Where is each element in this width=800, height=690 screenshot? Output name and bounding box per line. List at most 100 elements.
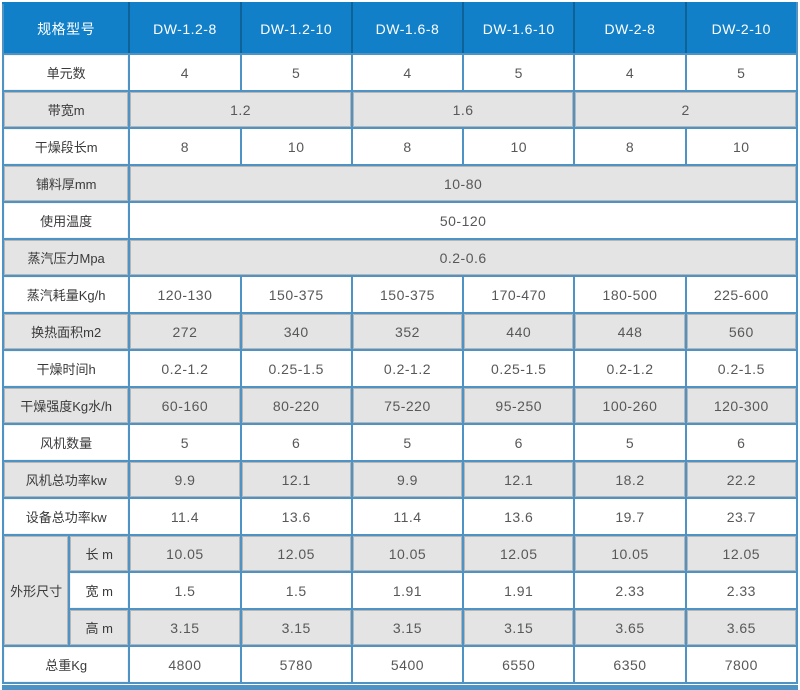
value-cell: 12.05 [239, 534, 353, 573]
value-cell: 75-220 [350, 386, 465, 425]
row-label-drying-intensity: 干燥强度Kg水/h [1, 386, 131, 425]
value-cell: 0.25-1.5 [239, 349, 353, 388]
header-row: 规格型号 DW-1.2-8 DW-1.2-10 DW-1.6-8 DW-1.6-… [1, 2, 799, 55]
value-cell: 5 [462, 53, 576, 92]
value-cell: 5780 [239, 645, 353, 684]
value-cell: 11.4 [350, 497, 465, 536]
value-cell: 3.15 [128, 608, 242, 647]
bottom-border-bar [2, 685, 798, 690]
row-label-total-weight: 总重Kg [1, 645, 131, 684]
value-cell: 0.2-1.2 [573, 349, 687, 388]
value-cell: 11.4 [128, 497, 242, 536]
value-cell: 340 [239, 312, 353, 351]
value-cell: 560 [684, 312, 799, 351]
row-heat-exchange-area: 换热面积m2 272 340 352 440 448 560 [1, 312, 799, 351]
value-cell: 352 [350, 312, 465, 351]
value-cell: 1.5 [128, 571, 242, 610]
row-label-steam-pressure: 蒸汽压力Mpa [1, 238, 131, 277]
header-model-6: DW-2-10 [684, 2, 799, 55]
value-cell: 10 [239, 127, 353, 166]
row-label-heat-exchange-area: 换热面积m2 [1, 312, 131, 351]
row-label-drying-section-length: 干燥段长m [1, 127, 131, 166]
row-drying-section-length: 干燥段长m 8 10 8 10 8 10 [1, 127, 799, 166]
value-cell: 3.65 [573, 608, 687, 647]
row-label-fan-count: 风机数量 [1, 423, 131, 462]
row-label-width: 宽 m [68, 571, 131, 610]
value-cell: 272 [128, 312, 242, 351]
header-model-4: DW-1.6-10 [462, 2, 576, 55]
value-cell: 2.33 [573, 571, 687, 610]
value-cell: 12.05 [684, 534, 799, 573]
row-label-height: 高 m [68, 608, 131, 647]
header-model-5: DW-2-8 [573, 2, 687, 55]
value-cell: 150-375 [350, 275, 465, 314]
row-dimension-length: 外形尺寸 长 m 10.05 12.05 10.05 12.05 10.05 1… [1, 534, 799, 647]
value-cell: 3.15 [350, 608, 465, 647]
value-cell: 1.6 [350, 90, 576, 129]
value-cell: 4 [128, 53, 242, 92]
value-cell: 10-80 [128, 164, 798, 203]
value-cell: 10.05 [573, 534, 687, 573]
value-cell: 10 [462, 127, 576, 166]
value-cell: 10.05 [350, 534, 465, 573]
row-label-operating-temperature: 使用温度 [1, 201, 131, 240]
row-drying-intensity: 干燥强度Kg水/h 60-160 80-220 75-220 95-250 10… [1, 386, 799, 425]
value-cell: 23.7 [684, 497, 799, 536]
row-drying-time: 干燥时间h 0.2-1.2 0.25-1.5 0.2-1.2 0.25-1.5 … [1, 349, 799, 388]
value-cell: 3.65 [684, 608, 799, 647]
row-label-material-thickness: 铺料厚mm [1, 164, 131, 203]
value-cell: 6 [462, 423, 576, 462]
value-cell: 2 [573, 90, 798, 129]
value-cell: 50-120 [128, 201, 798, 240]
value-cell: 5 [350, 423, 465, 462]
value-cell: 180-500 [573, 275, 687, 314]
value-cell: 0.2-1.5 [684, 349, 799, 388]
row-operating-temperature: 使用温度 50-120 [1, 201, 798, 240]
value-cell: 5 [684, 53, 799, 92]
value-cell: 1.91 [462, 571, 576, 610]
value-cell: 12.1 [462, 460, 576, 499]
value-cell: 12.05 [462, 534, 576, 573]
value-cell: 2.33 [684, 571, 799, 610]
row-dimension-height: 高 m 3.15 3.15 3.15 3.15 3.65 3.65 [3, 608, 799, 647]
row-label-drying-time: 干燥时间h [1, 349, 131, 388]
value-cell: 80-220 [239, 386, 353, 425]
value-cell: 6350 [573, 645, 687, 684]
row-material-thickness: 铺料厚mm 10-80 [1, 164, 798, 203]
value-cell: 5 [573, 423, 687, 462]
value-cell: 18.2 [573, 460, 687, 499]
value-cell: 150-375 [239, 275, 353, 314]
value-cell: 440 [462, 312, 576, 351]
value-cell: 6 [684, 423, 799, 462]
value-cell: 95-250 [462, 386, 576, 425]
value-cell: 4800 [128, 645, 242, 684]
row-fan-total-power: 风机总功率kw 9.9 12.1 9.9 12.1 18.2 22.2 [1, 460, 799, 499]
row-unit-count: 单元数 4 5 4 5 4 5 [1, 53, 799, 92]
value-cell: 0.25-1.5 [462, 349, 576, 388]
value-cell: 0.2-0.6 [128, 238, 798, 277]
row-label-fan-total-power: 风机总功率kw [1, 460, 131, 499]
value-cell: 120-300 [684, 386, 799, 425]
value-cell: 10 [684, 127, 799, 166]
row-label-overall-dimensions: 外形尺寸 [1, 534, 71, 647]
value-cell: 8 [573, 127, 687, 166]
value-cell: 4 [350, 53, 465, 92]
row-steam-consumption: 蒸汽耗量Kg/h 120-130 150-375 150-375 170-470… [1, 275, 799, 314]
value-cell: 13.6 [462, 497, 576, 536]
value-cell: 8 [350, 127, 465, 166]
value-cell: 3.15 [462, 608, 576, 647]
row-belt-width: 带宽m 1.2 1.6 2 [1, 90, 798, 129]
value-cell: 448 [573, 312, 687, 351]
row-label-steam-consumption: 蒸汽耗量Kg/h [1, 275, 131, 314]
value-cell: 225-600 [684, 275, 799, 314]
value-cell: 13.6 [239, 497, 353, 536]
value-cell: 100-260 [573, 386, 687, 425]
value-cell: 1.2 [128, 90, 353, 129]
value-cell: 4 [573, 53, 687, 92]
row-equipment-total-power: 设备总功率kw 11.4 13.6 11.4 13.6 19.7 23.7 [1, 497, 799, 536]
value-cell: 120-130 [128, 275, 242, 314]
row-dimension-width: 宽 m 1.5 1.5 1.91 1.91 2.33 2.33 [3, 571, 799, 610]
row-fan-count: 风机数量 5 6 5 6 5 6 [1, 423, 799, 462]
row-steam-pressure: 蒸汽压力Mpa 0.2-0.6 [1, 238, 798, 277]
